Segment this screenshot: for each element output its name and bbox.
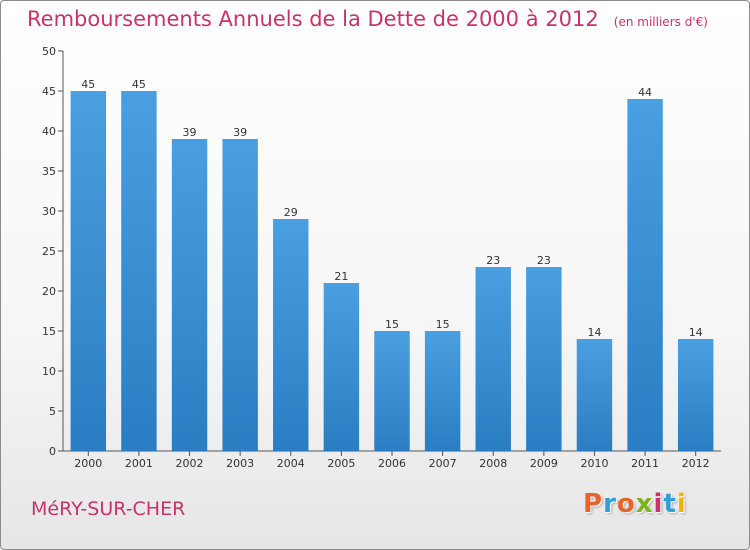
value-label-2002: 39 bbox=[183, 126, 197, 139]
x-tick-label-2011: 2011 bbox=[631, 457, 659, 470]
town-name: MéRY-SUR-CHER bbox=[31, 498, 186, 520]
x-tick-label-2001: 2001 bbox=[125, 457, 153, 470]
bar-2009 bbox=[526, 267, 562, 451]
x-tick-label-2008: 2008 bbox=[479, 457, 507, 470]
brand-letter: o bbox=[616, 489, 636, 519]
y-tick-label: 45 bbox=[42, 85, 56, 98]
brand-letter: i bbox=[676, 489, 687, 519]
x-tick-label-2002: 2002 bbox=[176, 457, 204, 470]
x-tick-label-2000: 2000 bbox=[74, 457, 102, 470]
x-tick-label-2006: 2006 bbox=[378, 457, 406, 470]
y-tick-label: 50 bbox=[42, 45, 56, 58]
bar-2008 bbox=[475, 267, 511, 451]
y-tick-label: 40 bbox=[42, 125, 56, 138]
y-tick-label: 15 bbox=[42, 325, 56, 338]
bars bbox=[70, 91, 714, 451]
value-label-2001: 45 bbox=[132, 78, 146, 91]
brand-letter: t bbox=[663, 489, 677, 519]
bar-2007 bbox=[424, 331, 461, 451]
bar-2010 bbox=[576, 339, 613, 451]
y-tick-label: 0 bbox=[49, 445, 56, 458]
bar-2000 bbox=[70, 91, 107, 451]
brand-letter: x bbox=[635, 489, 654, 519]
bar-2001 bbox=[121, 91, 157, 451]
x-tick-label-2012: 2012 bbox=[682, 457, 710, 470]
brand-letter: P bbox=[583, 489, 604, 519]
chart-title: Remboursements Annuels de la Dette de 20… bbox=[27, 7, 599, 31]
title-row: Remboursements Annuels de la Dette de 20… bbox=[27, 7, 708, 31]
x-tick-label-2005: 2005 bbox=[327, 457, 355, 470]
bar-2006 bbox=[374, 331, 410, 451]
y-tick-label: 20 bbox=[42, 285, 56, 298]
bar-2011 bbox=[627, 99, 663, 451]
value-label-2007: 15 bbox=[436, 318, 450, 331]
brand-letter: i bbox=[653, 489, 664, 519]
chart-subtitle: (en milliers d'€) bbox=[613, 15, 708, 29]
value-label-2003: 39 bbox=[233, 126, 247, 139]
value-label-2006: 15 bbox=[385, 318, 399, 331]
x-tick-label-2007: 2007 bbox=[429, 457, 457, 470]
bar-2005 bbox=[323, 283, 360, 451]
value-label-2010: 14 bbox=[587, 326, 601, 339]
value-label-2000: 45 bbox=[81, 78, 95, 91]
y-tick-label: 10 bbox=[42, 365, 56, 378]
brand-logo: Proxiti bbox=[583, 489, 687, 519]
value-label-2011: 44 bbox=[638, 86, 652, 99]
value-label-2008: 23 bbox=[486, 254, 500, 267]
bar-2004 bbox=[273, 219, 309, 451]
bar-2012 bbox=[677, 339, 714, 451]
y-tick-label: 25 bbox=[42, 245, 56, 258]
x-tick-label-2004: 2004 bbox=[277, 457, 305, 470]
value-label-2009: 23 bbox=[537, 254, 551, 267]
bar-2002 bbox=[171, 139, 208, 451]
x-tick-label-2003: 2003 bbox=[226, 457, 254, 470]
brand-letter: r bbox=[603, 489, 617, 519]
y-tick-label: 30 bbox=[42, 205, 56, 218]
y-tick-label: 35 bbox=[42, 165, 56, 178]
labels: 45 2000 45 2001 39 2002 39 2003 29 2004 21 2005 15 20… bbox=[74, 78, 709, 470]
value-label-2005: 21 bbox=[334, 270, 348, 283]
y-tick-label: 5 bbox=[49, 405, 56, 418]
value-label-2004: 29 bbox=[284, 206, 298, 219]
x-tick-label-2009: 2009 bbox=[530, 457, 558, 470]
value-label-2012: 14 bbox=[689, 326, 703, 339]
bar-2003 bbox=[222, 139, 258, 451]
x-tick-label-2010: 2010 bbox=[580, 457, 608, 470]
